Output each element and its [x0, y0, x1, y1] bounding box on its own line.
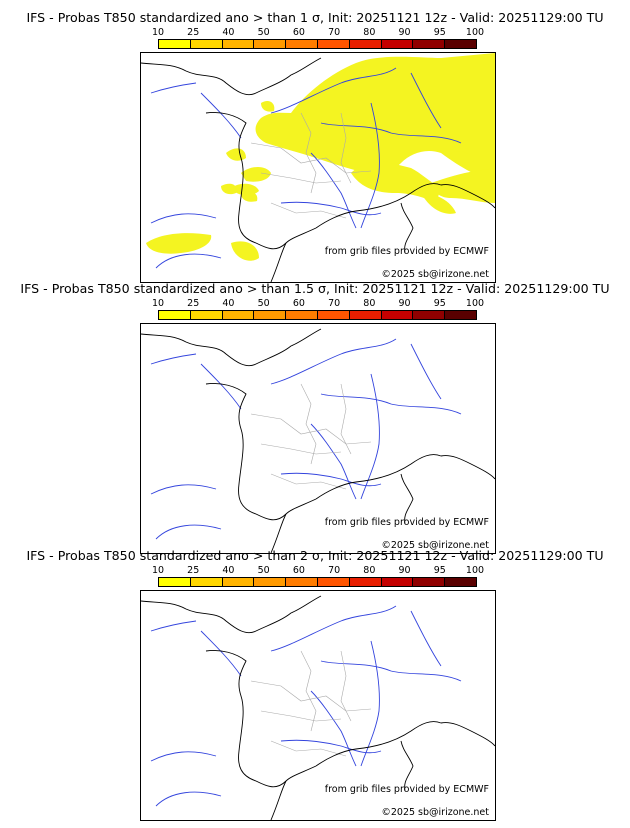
colorbar-segment: [222, 40, 255, 48]
colorbar-segment: [445, 578, 476, 586]
colorbar-segment: [413, 40, 446, 48]
colorbar-tick-label: 60: [292, 27, 305, 38]
colorbar-segment: [381, 311, 414, 319]
colorbar-tick-label: 10: [151, 27, 165, 38]
map-france-1sigma: from grib files provided by ECMWF ©2025 …: [140, 52, 496, 283]
colorbar-segment: [445, 40, 476, 48]
panel-title: IFS - Probas T850 standardized ano > tha…: [26, 548, 604, 563]
colorbar-ticks: 10 25 40 50 60 70 80 90 95 100: [142, 27, 502, 38]
colorbar-tick-label: 100: [465, 298, 485, 309]
colorbar: [158, 39, 477, 49]
colorbar: [158, 577, 477, 587]
colorbar-tick-label: 40: [222, 565, 235, 576]
colorbar-segment: [317, 40, 350, 48]
rivers: [150, 605, 462, 807]
colorbar-segment: [445, 311, 476, 319]
credit-source: from grib files provided by ECMWF: [324, 246, 489, 257]
map-france-2sigma: from grib files provided by ECMWF ©2025 …: [140, 590, 496, 821]
colorbar-segment: [190, 578, 223, 586]
colorbar-ticks: 10 25 40 50 60 70 80 90 95 100: [142, 298, 502, 309]
coastlines: [141, 595, 495, 820]
colorbar-segment: [159, 578, 191, 586]
colorbar-tick-label: 50: [257, 565, 270, 576]
colorbar-segment: [254, 311, 287, 319]
colorbar-tick-label: 90: [398, 298, 411, 309]
rivers: [150, 338, 462, 540]
colorbar-segment: [413, 311, 446, 319]
colorbar-tick-label: 25: [187, 298, 200, 309]
coastlines: [141, 57, 495, 282]
colorbar-segment: [159, 40, 191, 48]
credit-copyright: ©2025 sb@irizone.net: [381, 807, 489, 818]
colorbar-tick-label: 70: [328, 298, 341, 309]
coastlines: [141, 328, 495, 553]
colorbar-tick-label: 70: [328, 565, 341, 576]
colorbar-segment: [381, 578, 414, 586]
colorbar-segment: [349, 311, 382, 319]
colorbar-tick-label: 90: [398, 565, 411, 576]
map-svg: [141, 595, 495, 820]
rivers: [150, 67, 462, 269]
colorbar-tick-label: 25: [187, 27, 200, 38]
colorbar-segment: [159, 311, 191, 319]
map-svg: [141, 53, 495, 282]
colorbar-tick-label: 80: [363, 565, 376, 576]
colorbar-tick-label: 60: [292, 298, 305, 309]
colorbar-tick-label: 100: [465, 565, 485, 576]
probability-areas: [146, 53, 495, 261]
colorbar-segment: [254, 40, 287, 48]
colorbar: [158, 310, 477, 320]
colorbar-segment: [190, 311, 223, 319]
credit-source: from grib files provided by ECMWF: [324, 517, 489, 528]
panel-2: IFS - Probas T850 standardized ano > tha…: [0, 281, 630, 554]
colorbar-segment: [317, 578, 350, 586]
colorbar-segment: [286, 578, 318, 586]
colorbar-tick-label: 95: [433, 298, 446, 309]
colorbar-tick-label: 95: [433, 27, 446, 38]
panel-title: IFS - Probas T850 standardized ano > tha…: [20, 281, 610, 296]
colorbar-tick-label: 10: [151, 565, 165, 576]
credit-copyright: ©2025 sb@irizone.net: [381, 540, 489, 551]
colorbar-tick-label: 40: [222, 298, 235, 309]
colorbar-tick-label: 90: [398, 27, 411, 38]
map-france-1-5sigma: from grib files provided by ECMWF ©2025 …: [140, 323, 496, 554]
colorbar-segment: [381, 40, 414, 48]
colorbar-segment: [349, 40, 382, 48]
colorbar-segment: [254, 578, 287, 586]
colorbar-ticks: 10 25 40 50 60 70 80 90 95 100: [142, 565, 502, 576]
colorbar-tick-label: 60: [292, 565, 305, 576]
colorbar-tick-label: 50: [257, 27, 270, 38]
colorbar-segment: [413, 578, 446, 586]
panel-title: IFS - Probas T850 standardized ano > tha…: [26, 10, 604, 25]
panel-3: IFS - Probas T850 standardized ano > tha…: [0, 548, 630, 821]
colorbar-tick-label: 50: [257, 298, 270, 309]
colorbar-segment: [286, 40, 318, 48]
colorbar-tick-label: 95: [433, 565, 446, 576]
borders: [250, 112, 372, 219]
credit-source: from grib files provided by ECMWF: [324, 784, 489, 795]
panel-1: IFS - Probas T850 standardized ano > tha…: [0, 10, 630, 283]
borders: [250, 383, 372, 490]
colorbar-segment: [190, 40, 223, 48]
colorbar-tick-label: 10: [151, 298, 165, 309]
colorbar-segment: [317, 311, 350, 319]
colorbar-segment: [286, 311, 318, 319]
credit-copyright: ©2025 sb@irizone.net: [381, 269, 489, 280]
borders: [250, 650, 372, 757]
map-svg: [141, 328, 495, 553]
colorbar-tick-label: 70: [328, 27, 341, 38]
colorbar-tick-label: 25: [187, 565, 200, 576]
colorbar-tick-label: 80: [363, 27, 376, 38]
colorbar-segment: [222, 578, 255, 586]
colorbar-segment: [222, 311, 255, 319]
colorbar-tick-label: 80: [363, 298, 376, 309]
colorbar-segment: [349, 578, 382, 586]
colorbar-tick-label: 100: [465, 27, 485, 38]
colorbar-tick-label: 40: [222, 27, 235, 38]
